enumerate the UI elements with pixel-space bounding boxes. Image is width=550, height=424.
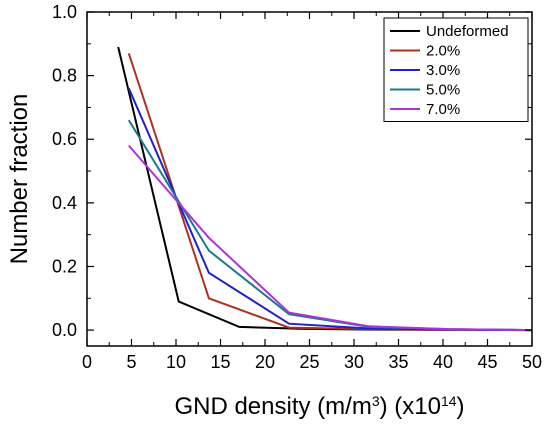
x-tick-label: 5 <box>126 352 136 372</box>
x-axis-title-mid: ) (x10 <box>380 393 441 420</box>
y-tick-label: 1.0 <box>52 2 77 22</box>
series-layer <box>117 46 533 332</box>
y-tick-label: 0.0 <box>52 320 77 340</box>
legend-label-4: 5.0% <box>426 82 460 99</box>
x-tick-label: 20 <box>255 352 275 372</box>
ticks <box>86 11 533 346</box>
x-tick-label: 50 <box>522 352 542 372</box>
x-tick-label: 45 <box>477 352 497 372</box>
series-line-5 <box>128 144 533 332</box>
x-tick-label: 15 <box>210 352 230 372</box>
x-tick-label: 0 <box>82 352 92 372</box>
y-tick-label: 0.8 <box>52 66 77 86</box>
y-tick-label: 0.6 <box>52 129 77 149</box>
series-line-3 <box>127 87 533 332</box>
x-tick-label: 40 <box>433 352 453 372</box>
x-axis-title-end: ) <box>457 393 465 420</box>
x-tick-label: 30 <box>344 352 364 372</box>
x-axis-title-main: GND density (m/m <box>174 393 371 420</box>
y-tick-label: 0.2 <box>52 256 77 276</box>
y-tick-label: 0.4 <box>52 193 77 213</box>
x-axis-title: GND density (m/m3) (x1014) <box>174 393 464 420</box>
y-axis-title: Number fraction <box>6 94 33 265</box>
x-axis-title-sup2: 14 <box>441 393 457 409</box>
legend-label-2: 2.0% <box>426 43 460 60</box>
x-tick-label: 10 <box>166 352 186 372</box>
x-tick-label: 35 <box>388 352 408 372</box>
tick-labels: 0 5 10 15 20 25 30 35 40 45 50 0.0 0.2 0.4 0.6 0.8 1.0 <box>52 2 542 372</box>
legend-label-3: 3.0% <box>426 62 460 79</box>
legend-label-1: Undeformed <box>426 23 509 40</box>
x-axis-title-sup1: 3 <box>372 393 380 409</box>
legend-label-5: 7.0% <box>426 101 460 118</box>
x-tick-label: 25 <box>299 352 319 372</box>
legend: Undeformed 2.0% 3.0% 5.0% 7.0% <box>383 17 529 122</box>
